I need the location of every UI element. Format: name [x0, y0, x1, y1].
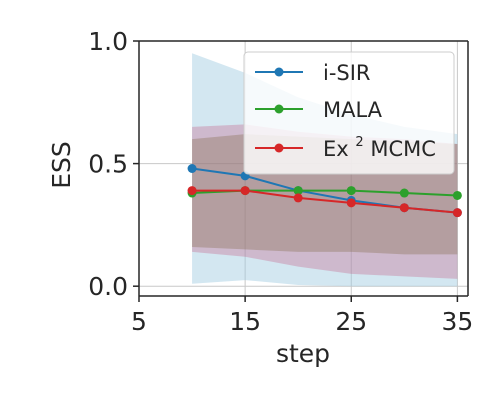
legend-marker-isir — [274, 67, 284, 77]
axes — [133, 40, 469, 302]
point-mala-4 — [399, 188, 409, 198]
legend-label-isir: i-SIR — [323, 61, 371, 85]
legend-label-ex2mcmc-tail: MCMC — [370, 137, 436, 161]
legend-box — [243, 51, 455, 175]
point-ex2mcmc-1 — [240, 186, 250, 196]
x-tick-label-1: 15 — [229, 307, 261, 336]
y-tick-label-2: 1.0 — [88, 27, 128, 56]
line-ex2mcmc — [192, 189, 458, 214]
legend-label-ex2mcmc: Ex 2 MCMC — [323, 127, 436, 161]
point-ex2mcmc-3 — [346, 198, 356, 208]
x-tick-label-2: 25 — [335, 307, 367, 336]
legend-marker-mala — [274, 104, 284, 114]
point-mala-3 — [346, 186, 356, 196]
point-mala-5 — [452, 190, 462, 200]
x-tick-label-3: 35 — [441, 307, 473, 336]
tick-labels: 5 15 25 35 0.0 0.5 1.0 — [88, 27, 473, 336]
legend-marker-ex2mcmc — [274, 143, 284, 153]
legend-label-isir-base: i-SIR — [323, 61, 371, 85]
series-lines — [187, 164, 462, 218]
point-ex2mcmc-5 — [452, 208, 462, 218]
y-tick-label-1: 0.5 — [88, 150, 128, 179]
point-ex2mcmc-4 — [399, 203, 409, 213]
legend-label-ex2mcmc-base: Ex — [323, 137, 349, 161]
point-ex2mcmc-2 — [293, 193, 303, 203]
x-axis-label: step — [276, 339, 330, 368]
point-ex2mcmc-0 — [187, 186, 197, 196]
legend-label-mala-base: MALA — [323, 98, 383, 122]
point-mala-2 — [293, 186, 303, 196]
legend-label-mala: MALA — [323, 98, 383, 122]
legend-label-ex2mcmc-sup: 2 — [355, 135, 363, 150]
y-axis-label: ESS — [47, 141, 76, 189]
y-tick-label-0: 0.0 — [88, 272, 128, 301]
point-isir-0 — [187, 164, 197, 173]
x-tick-label-0: 5 — [131, 307, 147, 336]
legend: i-SIR MALA Ex 2 MCMC — [243, 51, 455, 175]
